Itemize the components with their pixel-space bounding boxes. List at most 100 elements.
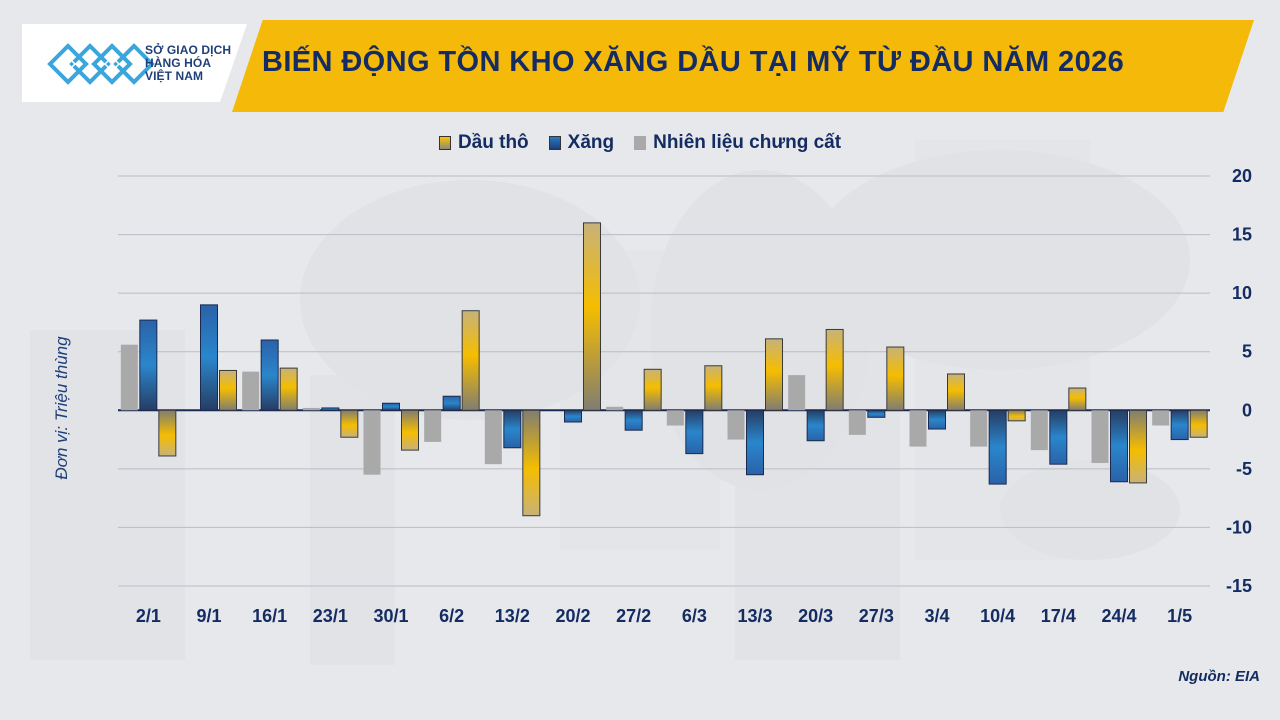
bar-crude	[461, 310, 480, 411]
legend-swatch-crude	[438, 136, 451, 150]
legend-swatch-distillate	[634, 136, 647, 150]
bar-gasoline	[624, 409, 643, 431]
x-tick-label: 27/2	[616, 606, 651, 626]
bar-gasoline	[1170, 409, 1189, 441]
y-tick-label: 15	[1232, 225, 1252, 245]
bar-crude	[401, 409, 419, 451]
bar-distillate	[666, 410, 684, 426]
bar-gasoline	[321, 407, 340, 411]
bar-gasoline	[806, 409, 825, 442]
bars-group	[120, 222, 1208, 517]
bar-gasoline	[564, 409, 582, 423]
x-tick-label: 24/4	[1101, 606, 1136, 626]
x-tick-label: 20/2	[555, 606, 590, 626]
bar-distillate	[1091, 410, 1109, 463]
x-tick-label: 3/4	[924, 606, 949, 626]
y-tick-label: -15	[1226, 576, 1252, 596]
legend-label-distillate: Nhiên liệu chưng cất	[653, 132, 842, 153]
bar-distillate	[848, 410, 866, 435]
title-banner	[232, 20, 1254, 112]
bar-crude	[1129, 409, 1147, 484]
bar-gasoline	[503, 409, 522, 449]
y-axis-label: Đơn vị: Triệu thùng	[52, 336, 71, 480]
legend-swatch-gasoline	[548, 136, 561, 150]
x-tick-label: 30/1	[373, 606, 408, 626]
bar-crude	[947, 373, 965, 411]
y-tick-label: 5	[1242, 342, 1252, 362]
bar-gasoline	[746, 409, 764, 476]
y-tick-label: 0	[1242, 400, 1252, 420]
x-tick-label: 20/3	[798, 606, 833, 626]
x-tick-label: 27/3	[859, 606, 894, 626]
source-note: Nguồn: EIA	[1178, 668, 1260, 685]
bar-crude	[886, 346, 905, 411]
y-tick-label: -10	[1226, 517, 1252, 537]
bar-distillate	[970, 410, 988, 447]
x-tick-label: 6/2	[439, 606, 464, 626]
bar-gasoline	[685, 409, 704, 455]
bar-crude	[643, 368, 662, 411]
bar-crude	[340, 409, 359, 438]
bar-gasoline	[442, 395, 461, 411]
bar-gasoline	[382, 402, 400, 411]
x-tick-label: 23/1	[313, 606, 348, 626]
bar-distillate	[909, 410, 927, 447]
x-tick-label: 2/1	[136, 606, 161, 626]
bar-gasoline	[867, 409, 886, 418]
bar-crude	[522, 409, 541, 517]
bar-crude	[583, 222, 601, 411]
x-tick-label: 1/5	[1167, 606, 1192, 626]
bar-gasoline	[988, 409, 1007, 485]
y-axis-ticks: 20 15 10 5 0 -5 -10 -15	[1226, 166, 1252, 596]
x-axis-ticks: 2/1 9/1 16/1 23/1 30/1 6/2 13/2 20/2 27/2 6/3 13/3…	[136, 606, 1192, 626]
chart-title: BIẾN ĐỘNG TỒN KHO XĂNG DẦU TẠI MỸ TỪ ĐẦU…	[262, 46, 1125, 78]
x-tick-label: 9/1	[196, 606, 221, 626]
bar-distillate	[484, 410, 502, 465]
x-tick-label: 10/4	[980, 606, 1015, 626]
legend-item-distillate: Nhiên liệu chưng cất	[634, 132, 841, 154]
y-tick-label: 20	[1232, 166, 1252, 186]
logo-line-2: HÀNG HÓA	[145, 56, 212, 70]
logo-line-3: VIỆT NAM	[145, 69, 204, 83]
bar-crude	[158, 409, 177, 457]
bar-distillate	[1152, 410, 1170, 426]
bar-distillate	[788, 375, 806, 411]
y-tick-label: -5	[1236, 459, 1252, 479]
bar-distillate	[363, 410, 381, 475]
bar-gasoline	[139, 319, 158, 411]
bar-distillate	[606, 406, 624, 411]
bar-distillate	[120, 344, 138, 411]
bar-distillate	[424, 410, 442, 442]
bar-crude	[1189, 409, 1208, 438]
bar-distillate	[1030, 410, 1048, 451]
y-tick-label: 10	[1232, 283, 1252, 303]
logo-line-1: SỞ GIAO DỊCH	[145, 43, 232, 57]
bar-distillate	[242, 371, 260, 411]
gridlines	[118, 175, 1210, 587]
bar-crude	[825, 328, 844, 411]
bar-gasoline	[260, 339, 279, 411]
logo-panel	[22, 24, 247, 102]
legend-item-gasoline: Xăng	[548, 132, 615, 154]
bar-gasoline	[1049, 409, 1068, 465]
x-tick-label: 17/4	[1041, 606, 1076, 626]
x-tick-label: 13/3	[737, 606, 772, 626]
x-tick-label: 16/1	[252, 606, 287, 626]
bar-distillate	[727, 410, 745, 440]
bar-crude	[765, 338, 783, 411]
bar-crude	[704, 365, 723, 411]
logo-text: SỞ GIAO DỊCH HÀNG HÓA VIỆT NAM	[145, 44, 231, 83]
bar-distillate	[302, 407, 320, 411]
x-tick-label: 13/2	[495, 606, 530, 626]
bar-crude	[279, 367, 298, 411]
exchange-logo-icon	[47, 43, 155, 85]
chart-legend: Dầu thô Xăng Nhiên liệu chưng cất	[0, 132, 1280, 154]
legend-label-gasoline: Xăng	[567, 132, 615, 153]
bar-crude	[219, 369, 237, 411]
bar-gasoline	[1110, 409, 1128, 483]
legend-item-crude: Dầu thô	[438, 132, 529, 154]
bar-crude	[1068, 387, 1087, 411]
bar-gasoline	[928, 409, 946, 430]
bar-crude	[1007, 409, 1026, 422]
